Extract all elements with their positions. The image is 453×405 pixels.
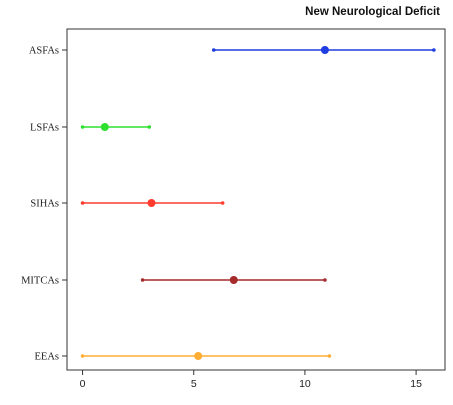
estimate-point-mitcas (229, 276, 238, 284)
series-eeas (80, 352, 332, 360)
y-tick-label-mitcas: MITCAs (21, 276, 59, 287)
ci-upper-eeas (327, 354, 332, 358)
series-lsfas (80, 123, 152, 131)
y-tick-label-sihas: SIHAs (30, 199, 59, 210)
y-tick-label-asfas: ASFAs (29, 46, 59, 57)
ci-lower-sihas (80, 201, 85, 205)
ci-upper-sihas (220, 201, 225, 205)
series-mitcas (140, 276, 327, 284)
ci-lower-lsfas (80, 125, 85, 129)
x-tick-label-0: 0 (80, 378, 86, 390)
series-marks (80, 46, 436, 360)
series-asfas (211, 46, 436, 54)
estimate-point-asfas (320, 46, 329, 54)
y-axis: ASFAs LSFAs SIHAs MITCAs EEAs (21, 46, 67, 363)
x-tick-label-2: 10 (299, 378, 311, 390)
plot-frame (66, 28, 446, 371)
x-tick-label-1: 5 (191, 378, 197, 390)
x-tick-label-3: 15 (410, 378, 422, 390)
y-tick-label-eeas: EEAs (35, 352, 60, 363)
x-axis: 0 5 10 15 (80, 370, 422, 390)
estimate-point-eeas (194, 352, 203, 360)
ci-lower-asfas (211, 48, 216, 52)
ci-upper-asfas (432, 48, 436, 52)
ci-lower-mitcas (140, 278, 145, 282)
estimate-point-sihas (147, 199, 156, 207)
series-sihas (80, 199, 225, 207)
chart-title: New Neurological Deficit (305, 6, 440, 18)
ci-upper-mitcas (323, 278, 327, 282)
ci-lower-eeas (80, 354, 85, 358)
ci-upper-lsfas (147, 125, 152, 129)
estimate-point-lsfas (100, 123, 109, 131)
y-tick-label-lsfas: LSFAs (30, 123, 59, 134)
